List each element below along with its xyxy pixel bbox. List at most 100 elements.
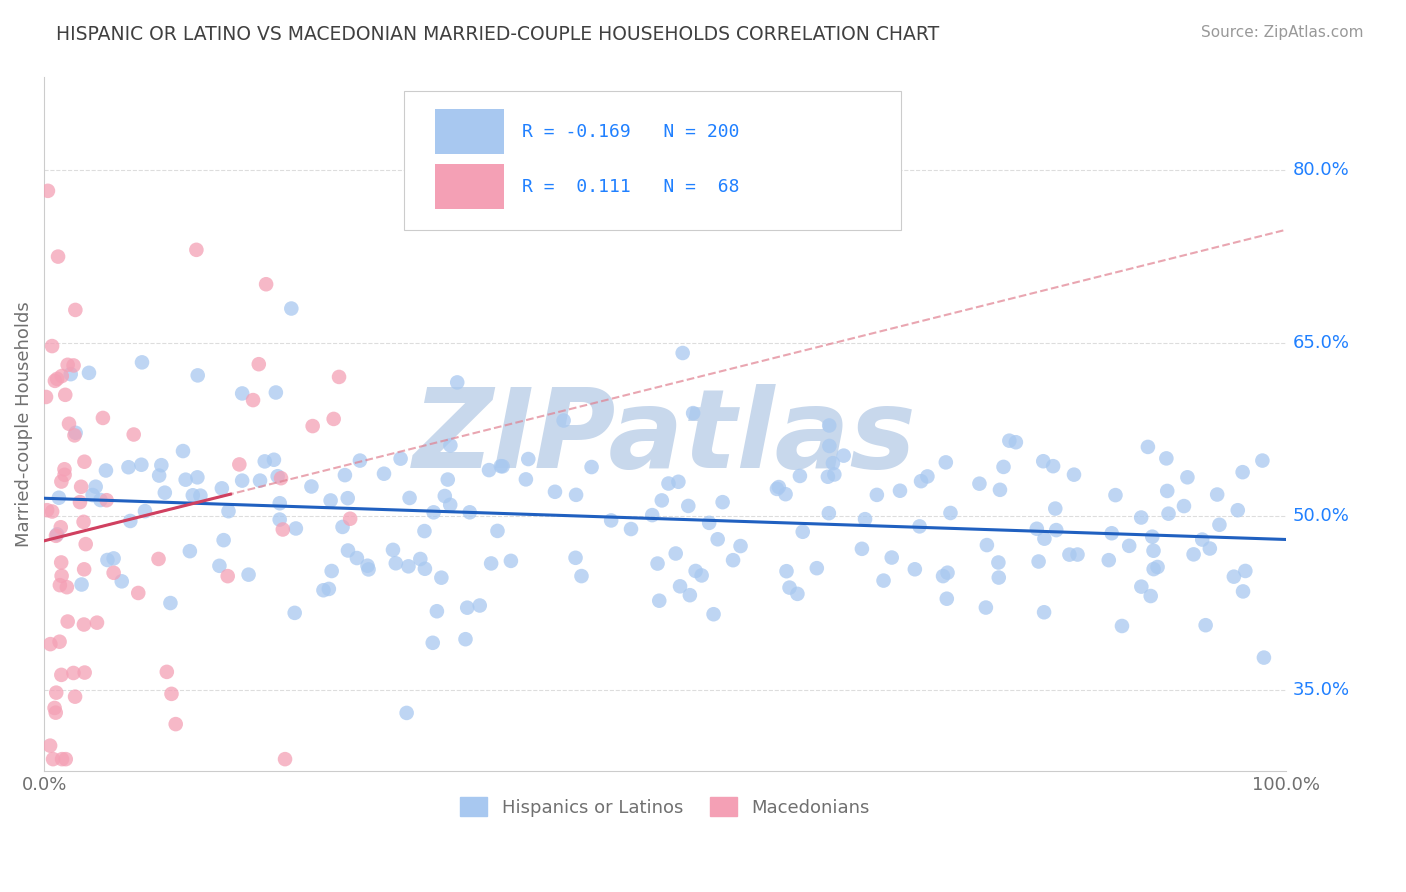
Point	[456, 600, 478, 615]
Point	[939, 506, 962, 520]
Text: R =  0.111   N =  68: R = 0.111 N = 68	[523, 178, 740, 196]
Point	[436, 473, 458, 487]
Point	[190, 489, 212, 503]
Point	[581, 460, 603, 475]
Point	[935, 455, 957, 469]
Point	[665, 547, 688, 561]
Point	[1032, 454, 1054, 468]
Point	[212, 533, 235, 548]
Point	[186, 470, 208, 484]
Point	[651, 493, 673, 508]
Point	[127, 586, 149, 600]
Point	[63, 428, 86, 442]
Point	[711, 495, 734, 509]
Legend: Hispanics or Latinos, Macedonians: Hispanics or Latinos, Macedonians	[453, 790, 877, 824]
Text: HISPANIC OR LATINO VS MACEDONIAN MARRIED-COUPLE HOUSEHOLDS CORRELATION CHART: HISPANIC OR LATINO VS MACEDONIAN MARRIED…	[56, 25, 939, 44]
Point	[678, 499, 700, 513]
Point	[46, 527, 69, 541]
Point	[318, 582, 340, 596]
Point	[974, 600, 997, 615]
Point	[1173, 499, 1195, 513]
Point	[987, 556, 1010, 570]
Point	[1232, 584, 1254, 599]
Point	[328, 370, 350, 384]
Point	[65, 302, 87, 317]
Point	[75, 537, 97, 551]
Point	[51, 369, 73, 384]
Point	[1232, 465, 1254, 479]
Text: 35.0%: 35.0%	[1292, 681, 1350, 698]
Point	[1142, 543, 1164, 558]
Point	[1028, 554, 1050, 568]
Point	[1111, 619, 1133, 633]
Point	[51, 475, 73, 489]
Point	[42, 752, 65, 766]
Point	[284, 606, 307, 620]
Point	[932, 569, 955, 583]
Text: Source: ZipAtlas.com: Source: ZipAtlas.com	[1201, 25, 1364, 40]
Point	[818, 506, 841, 520]
Point	[880, 550, 903, 565]
Point	[439, 498, 461, 512]
Point	[672, 346, 695, 360]
Point	[823, 467, 845, 482]
Point	[264, 385, 287, 400]
Point	[398, 559, 420, 574]
Point	[1104, 488, 1126, 502]
Point	[479, 557, 502, 571]
Point	[280, 301, 302, 316]
Point	[426, 604, 449, 618]
Point	[1226, 503, 1249, 517]
Point	[51, 752, 73, 766]
Point	[51, 556, 73, 570]
Point	[1177, 470, 1199, 484]
Point	[72, 515, 94, 529]
Point	[1045, 523, 1067, 537]
Point	[1191, 533, 1213, 547]
Point	[148, 468, 170, 483]
Point	[775, 487, 797, 501]
Point	[186, 243, 208, 257]
Point	[565, 488, 588, 502]
Point	[998, 434, 1021, 448]
Point	[1130, 510, 1153, 524]
Point	[269, 496, 291, 510]
Point	[486, 524, 509, 538]
Point	[1130, 580, 1153, 594]
Point	[89, 493, 111, 508]
Point	[254, 277, 277, 292]
Point	[458, 505, 481, 519]
Point	[356, 558, 378, 573]
Point	[91, 411, 114, 425]
Point	[55, 752, 77, 766]
Point	[976, 538, 998, 552]
Point	[1146, 560, 1168, 574]
Point	[1059, 548, 1081, 562]
Point	[70, 480, 93, 494]
Point	[821, 456, 844, 470]
Point	[44, 701, 66, 715]
Point	[56, 580, 79, 594]
Point	[181, 488, 204, 502]
Point	[446, 376, 468, 390]
FancyBboxPatch shape	[405, 91, 901, 230]
Point	[422, 505, 444, 519]
Point	[889, 483, 911, 498]
Point	[1156, 483, 1178, 498]
Point	[499, 554, 522, 568]
Point	[46, 372, 69, 386]
Point	[228, 458, 250, 472]
Point	[489, 459, 512, 474]
Point	[1251, 453, 1274, 467]
Point	[993, 459, 1015, 474]
Text: 65.0%: 65.0%	[1292, 334, 1350, 352]
Point	[786, 587, 808, 601]
Point	[86, 615, 108, 630]
Point	[703, 607, 725, 622]
Point	[73, 617, 96, 632]
Point	[46, 250, 69, 264]
Point	[385, 556, 408, 570]
Point	[62, 359, 84, 373]
Point	[37, 184, 59, 198]
Point	[301, 479, 323, 493]
